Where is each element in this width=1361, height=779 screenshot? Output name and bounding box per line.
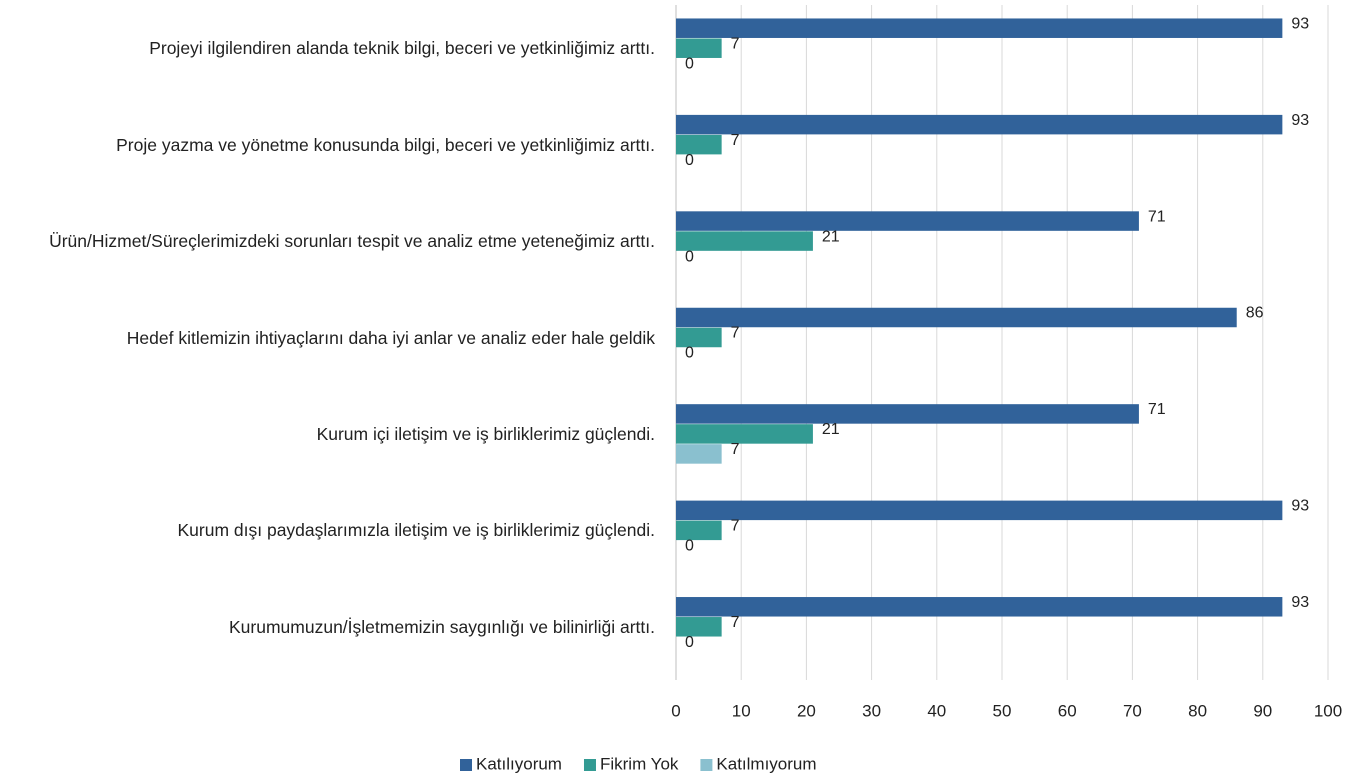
- value-label: 7: [731, 518, 740, 535]
- value-label: 7: [731, 325, 740, 342]
- x-tick-label: 50: [993, 701, 1012, 720]
- bar: [676, 520, 722, 541]
- legend-swatch: [460, 759, 472, 771]
- x-tick-label: 20: [797, 701, 816, 720]
- value-label: 0: [685, 634, 694, 651]
- value-label: 0: [685, 345, 694, 362]
- value-label: 0: [685, 538, 694, 555]
- value-label: 93: [1291, 498, 1309, 515]
- value-label: 7: [731, 614, 740, 631]
- legend-label: Katılıyorum: [476, 754, 562, 773]
- legend-label: Fikrim Yok: [600, 754, 679, 773]
- bar: [676, 404, 1139, 424]
- bar: [676, 38, 722, 58]
- legend-label: Katılmıyorum: [716, 754, 816, 773]
- value-label: 71: [1148, 208, 1166, 225]
- value-label: 93: [1291, 594, 1309, 611]
- value-label: 7: [731, 35, 740, 52]
- bar: [676, 617, 722, 637]
- bar: [676, 424, 813, 444]
- legend-swatch: [583, 759, 596, 771]
- x-tick-label: 60: [1058, 701, 1077, 720]
- category-label: Projeyi ilgilendiren alanda teknik bilgi…: [149, 38, 655, 59]
- value-label: 21: [822, 421, 840, 438]
- x-tick-label: 90: [1253, 701, 1272, 720]
- bar: [676, 597, 1283, 617]
- x-tick-label: 40: [927, 701, 946, 720]
- bar: [676, 307, 1237, 328]
- bar: [676, 134, 722, 155]
- value-label: 7: [731, 132, 740, 149]
- x-tick-label: 70: [1123, 701, 1142, 720]
- category-label: Hedef kitlemizin ihtiyaçlarını daha iyi …: [126, 327, 655, 348]
- x-tick-label: 80: [1188, 701, 1207, 720]
- value-label: 71: [1148, 401, 1166, 418]
- x-tick-label: 100: [1314, 701, 1342, 720]
- category-label: Kurumumuzun/İşletmemizin saygınlığı ve b…: [229, 616, 655, 637]
- legend-swatch: [700, 759, 713, 771]
- value-label: 21: [822, 228, 840, 245]
- value-label: 93: [1291, 112, 1309, 129]
- bar: [676, 114, 1283, 135]
- category-label: Ürün/Hizmet/Süreçlerimizdeki sorunları t…: [49, 231, 655, 252]
- category-label: Proje yazma ve yönetme konusunda bilgi, …: [116, 134, 655, 155]
- bar: [676, 231, 813, 251]
- value-label: 0: [685, 152, 694, 169]
- bar: [676, 500, 1283, 521]
- x-tick-label: 30: [862, 701, 881, 720]
- value-label: 0: [685, 248, 694, 265]
- category-label: Kurum içi iletişim ve iş birliklerimiz g…: [316, 423, 655, 444]
- value-label: 86: [1246, 305, 1264, 322]
- bar: [676, 211, 1139, 231]
- x-tick-label: 0: [671, 701, 680, 720]
- value-label: 7: [731, 441, 740, 458]
- bar: [676, 444, 722, 464]
- value-label: 93: [1291, 15, 1309, 32]
- bar: [676, 327, 722, 348]
- x-tick-label: 10: [732, 701, 751, 720]
- bar: [676, 18, 1283, 38]
- value-label: 0: [685, 55, 694, 72]
- category-label: Kurum dışı paydaşlarımızla iletişim ve i…: [177, 520, 655, 541]
